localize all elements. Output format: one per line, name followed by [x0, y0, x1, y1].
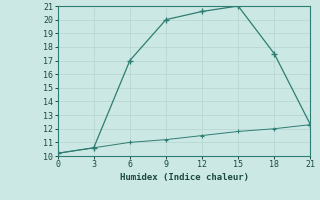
X-axis label: Humidex (Indice chaleur): Humidex (Indice chaleur)	[119, 173, 249, 182]
